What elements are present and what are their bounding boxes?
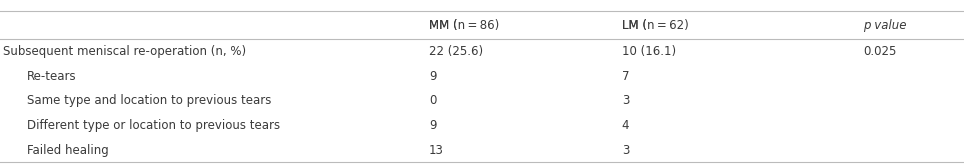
Text: 4: 4 [622, 119, 629, 132]
Text: MM (: MM ( [429, 19, 458, 32]
Text: Same type and location to previous tears: Same type and location to previous tears [27, 94, 272, 107]
Text: 10 (16.1): 10 (16.1) [622, 45, 676, 58]
Text: 3: 3 [622, 94, 629, 107]
Text: 9: 9 [429, 70, 437, 83]
Text: LM (: LM ( [622, 19, 647, 32]
Text: Different type or location to previous tears: Different type or location to previous t… [27, 119, 281, 132]
Text: 22 (25.6): 22 (25.6) [429, 45, 483, 58]
Text: p value: p value [863, 19, 906, 32]
Text: 7: 7 [622, 70, 629, 83]
Text: MM (n = 86): MM (n = 86) [429, 19, 499, 32]
Text: Failed healing: Failed healing [27, 144, 109, 157]
Text: 9: 9 [429, 119, 437, 132]
Text: 0: 0 [429, 94, 437, 107]
Text: 0.025: 0.025 [863, 45, 897, 58]
Text: 3: 3 [622, 144, 629, 157]
Text: Re-tears: Re-tears [27, 70, 76, 83]
Text: LM (n = 62): LM (n = 62) [622, 19, 688, 32]
Text: Subsequent meniscal re-operation (n, %): Subsequent meniscal re-operation (n, %) [3, 45, 246, 58]
Text: 13: 13 [429, 144, 443, 157]
